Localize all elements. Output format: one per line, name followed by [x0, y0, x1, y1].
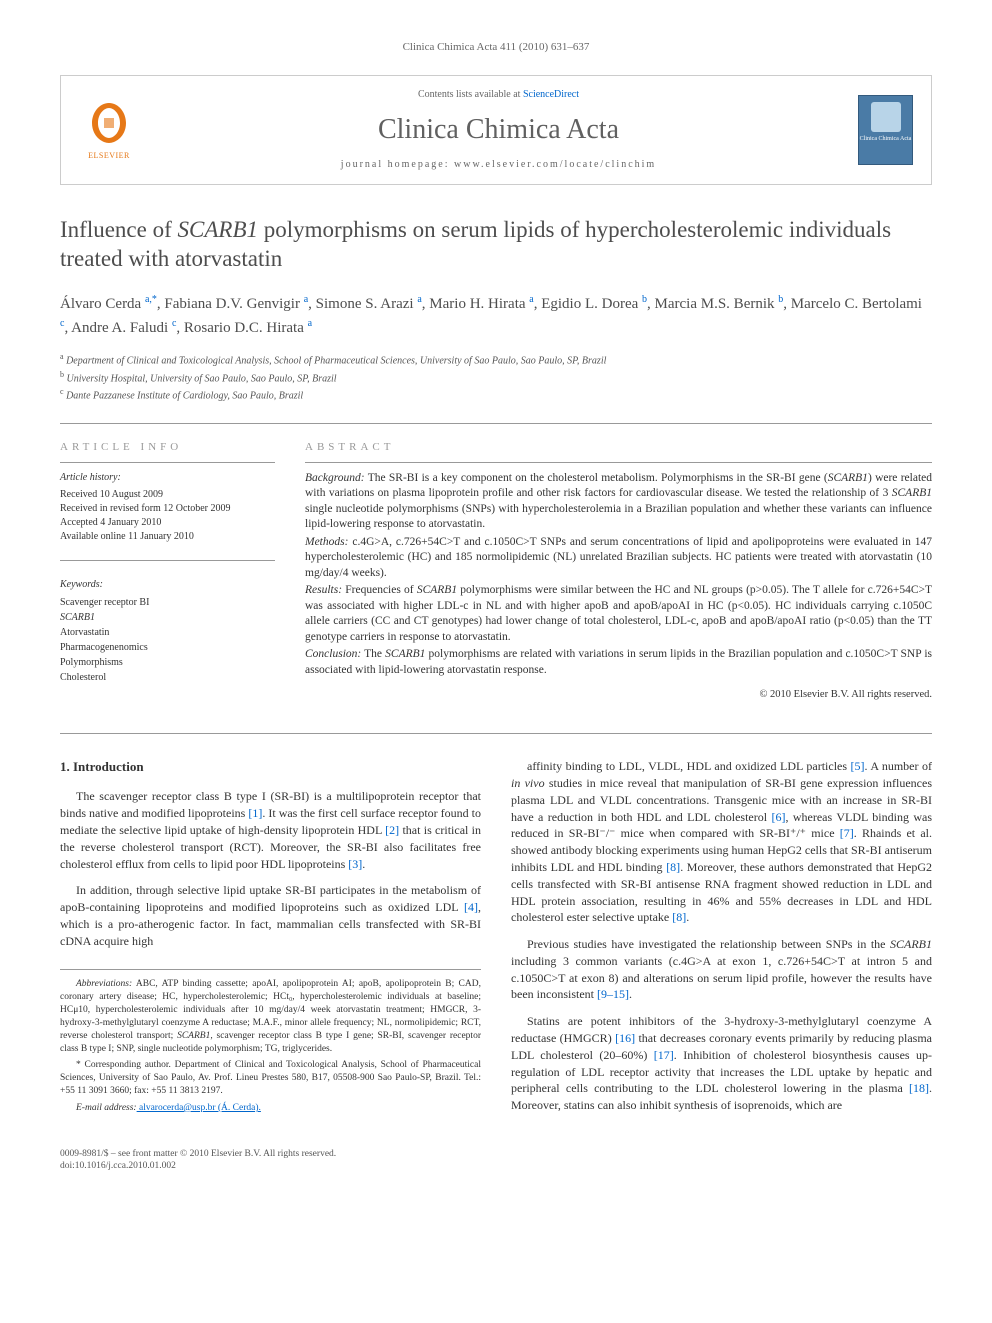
title-pre: Influence of: [60, 217, 178, 242]
divider: [60, 423, 932, 424]
keyword: SCARB1: [60, 610, 275, 625]
abstract-head: ABSTRACT: [305, 440, 932, 462]
article-info-sidebar: ARTICLE INFO Article history: Received 1…: [60, 440, 275, 703]
intro-p3: affinity binding to LDL, VLDL, HDL and o…: [511, 758, 932, 926]
left-column: 1. Introduction The scavenger receptor c…: [60, 758, 481, 1124]
intro-p4: Previous studies have investigated the r…: [511, 936, 932, 1003]
abbreviations: Abbreviations: ABC, ATP binding cassette…: [60, 978, 481, 1055]
contents-line: Contents lists available at ScienceDirec…: [139, 88, 858, 102]
cover-text: Clinica Chimica Acta: [860, 136, 912, 143]
corresponding-author: * Corresponding author. Department of Cl…: [60, 1059, 481, 1097]
date-online: Available online 11 January 2010: [60, 530, 275, 544]
abstract: ABSTRACT Background: The SR-BI is a key …: [305, 440, 932, 703]
journal-title: Clinica Chimica Acta: [139, 110, 858, 149]
sciencedirect-link[interactable]: ScienceDirect: [523, 89, 579, 100]
keyword: Atorvastatin: [60, 625, 275, 640]
article-title: Influence of SCARB1 polymorphisms on ser…: [60, 215, 932, 275]
journal-banner: ELSEVIER Contents lists available at Sci…: [60, 75, 932, 184]
cover-icon: [871, 102, 901, 132]
abstract-results: Results: Frequencies of SCARB1 polymorph…: [305, 583, 932, 645]
journal-cover-thumb: Clinica Chimica Acta: [858, 95, 913, 165]
intro-p2: In addition, through selective lipid upt…: [60, 882, 481, 949]
keyword: Cholesterol: [60, 670, 275, 685]
homepage-line: journal homepage: www.elsevier.com/locat…: [139, 158, 858, 172]
affiliation-a: a Department of Clinical and Toxicologic…: [60, 351, 932, 368]
homepage-url[interactable]: www.elsevier.com/locate/clinchim: [454, 159, 656, 170]
email: E-mail address: alvarocerda@usp.br (Á. C…: [60, 1102, 481, 1115]
intro-p5: Statins are potent inhibitors of the 3-h…: [511, 1013, 932, 1114]
contents-prefix: Contents lists available at: [418, 89, 523, 100]
affiliations: a Department of Clinical and Toxicologic…: [60, 351, 932, 403]
abstract-background: Background: The SR-BI is a key component…: [305, 471, 932, 533]
elsevier-logo: ELSEVIER: [79, 95, 139, 165]
authors-list: Álvaro Cerda a,*, Fabiana D.V. Genvigir …: [60, 292, 932, 339]
history-label: Article history:: [60, 471, 275, 485]
history-block: Article history: Received 10 August 2009…: [60, 471, 275, 544]
right-column: affinity binding to LDL, VLDL, HDL and o…: [511, 758, 932, 1124]
homepage-prefix: journal homepage:: [341, 159, 454, 170]
date-revised: Received in revised form 12 October 2009: [60, 502, 275, 516]
divider: [60, 560, 275, 561]
keywords-block: Keywords: Scavenger receptor BI SCARB1 A…: [60, 577, 275, 685]
elsevier-text: ELSEVIER: [88, 150, 130, 161]
divider: [60, 733, 932, 734]
body-columns: 1. Introduction The scavenger receptor c…: [60, 758, 932, 1124]
article-info-head: ARTICLE INFO: [60, 440, 275, 462]
date-accepted: Accepted 4 January 2010: [60, 516, 275, 530]
abstract-conclusion: Conclusion: The SCARB1 polymorphisms are…: [305, 647, 932, 678]
date-received: Received 10 August 2009: [60, 488, 275, 502]
copyright: © 2010 Elsevier B.V. All rights reserved…: [305, 688, 932, 703]
intro-heading: 1. Introduction: [60, 758, 481, 776]
keyword: Scavenger receptor BI: [60, 595, 275, 610]
title-gene: SCARB1: [178, 217, 259, 242]
footnotes: Abbreviations: ABC, ATP binding cassette…: [60, 969, 481, 1114]
footer-doi: doi:10.1016/j.cca.2010.01.002: [60, 1160, 932, 1172]
affiliation-c: c Dante Pazzanese Institute of Cardiolog…: [60, 386, 932, 403]
page-footer: 0009-8981/$ – see front matter © 2010 El…: [60, 1148, 932, 1173]
keywords-label: Keywords:: [60, 577, 275, 592]
intro-p1: The scavenger receptor class B type I (S…: [60, 788, 481, 872]
abstract-methods: Methods: c.4G>A, c.726+54C>T and c.1050C…: [305, 535, 932, 582]
email-link[interactable]: alvarocerda@usp.br (Á. Cerda).: [137, 1103, 261, 1113]
keyword: Polymorphisms: [60, 655, 275, 670]
running-head: Clinica Chimica Acta 411 (2010) 631–637: [60, 40, 932, 55]
affiliation-b: b University Hospital, University of Sao…: [60, 369, 932, 386]
footer-line1: 0009-8981/$ – see front matter © 2010 El…: [60, 1148, 932, 1160]
keyword: Pharmacogenenomics: [60, 640, 275, 655]
